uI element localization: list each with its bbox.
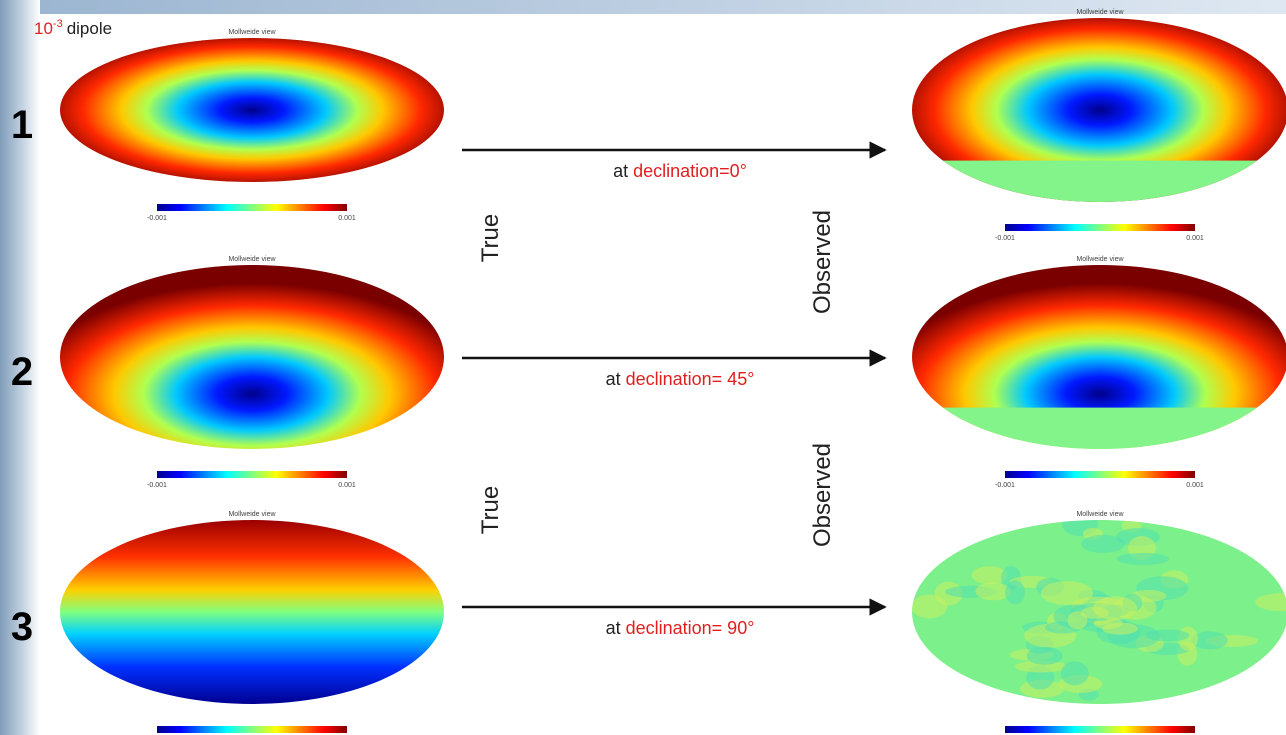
noise-blob [1102,623,1138,635]
sky-map [60,265,444,449]
map-title: Mollweide view [1076,9,1124,16]
colorbar [1005,471,1195,478]
map-title: Mollweide view [228,29,276,36]
row-number: 1 [11,103,33,147]
noise-blob [1041,581,1093,605]
colorbar [157,471,347,478]
prefix: at [606,369,621,389]
observed-label: Observed [809,443,836,547]
map-title: Mollweide view [1076,511,1124,518]
map-title: Mollweide view [228,256,276,263]
noise-blob [1067,611,1087,629]
colorbar [1005,224,1195,231]
declination: declination= 45° [626,369,755,389]
label: dipole [67,19,112,38]
observed-label: Observed [809,210,836,314]
noise-blob [1117,553,1169,565]
row-number: 3 [11,605,33,649]
base: 10 [34,19,53,38]
noise-blob [1061,661,1089,685]
slide: 10-3 dipole 1 Mollweide view -0.001 0.001 Mol… [0,0,1286,735]
noise-blob [1081,535,1125,553]
colorbar [157,204,347,211]
prefix: at [613,161,628,181]
prefix: at [606,618,621,638]
declination: declination= 90° [626,618,755,638]
sky-map [60,520,444,704]
true-label: True [477,214,504,262]
sky-map [60,38,444,182]
map-title: Mollweide view [228,511,276,518]
colorbar-max: 0.001 [1186,235,1204,242]
declination: declination=0° [633,161,747,181]
row-number: 2 [11,350,33,394]
noise-blob [1093,596,1137,620]
colorbar-max: 0.001 [338,482,356,489]
noise-blob [1005,580,1025,604]
noise-blob [1027,647,1063,665]
colorbar-min: -0.001 [995,482,1015,489]
colorbar [157,726,347,733]
exponent: -3 [53,18,63,30]
colorbar-min: -0.001 [147,215,167,222]
colorbar-min: -0.001 [995,235,1015,242]
colorbar [1005,726,1195,733]
noise-blob [911,594,947,618]
true-label: True [477,486,504,534]
noise-blob [1145,630,1189,642]
colorbar-max: 0.001 [1186,482,1204,489]
dipole-label: 10-3 dipole [34,18,112,38]
colorbar-max: 0.001 [338,215,356,222]
map-title: Mollweide view [1076,256,1124,263]
colorbar-min: -0.001 [147,482,167,489]
